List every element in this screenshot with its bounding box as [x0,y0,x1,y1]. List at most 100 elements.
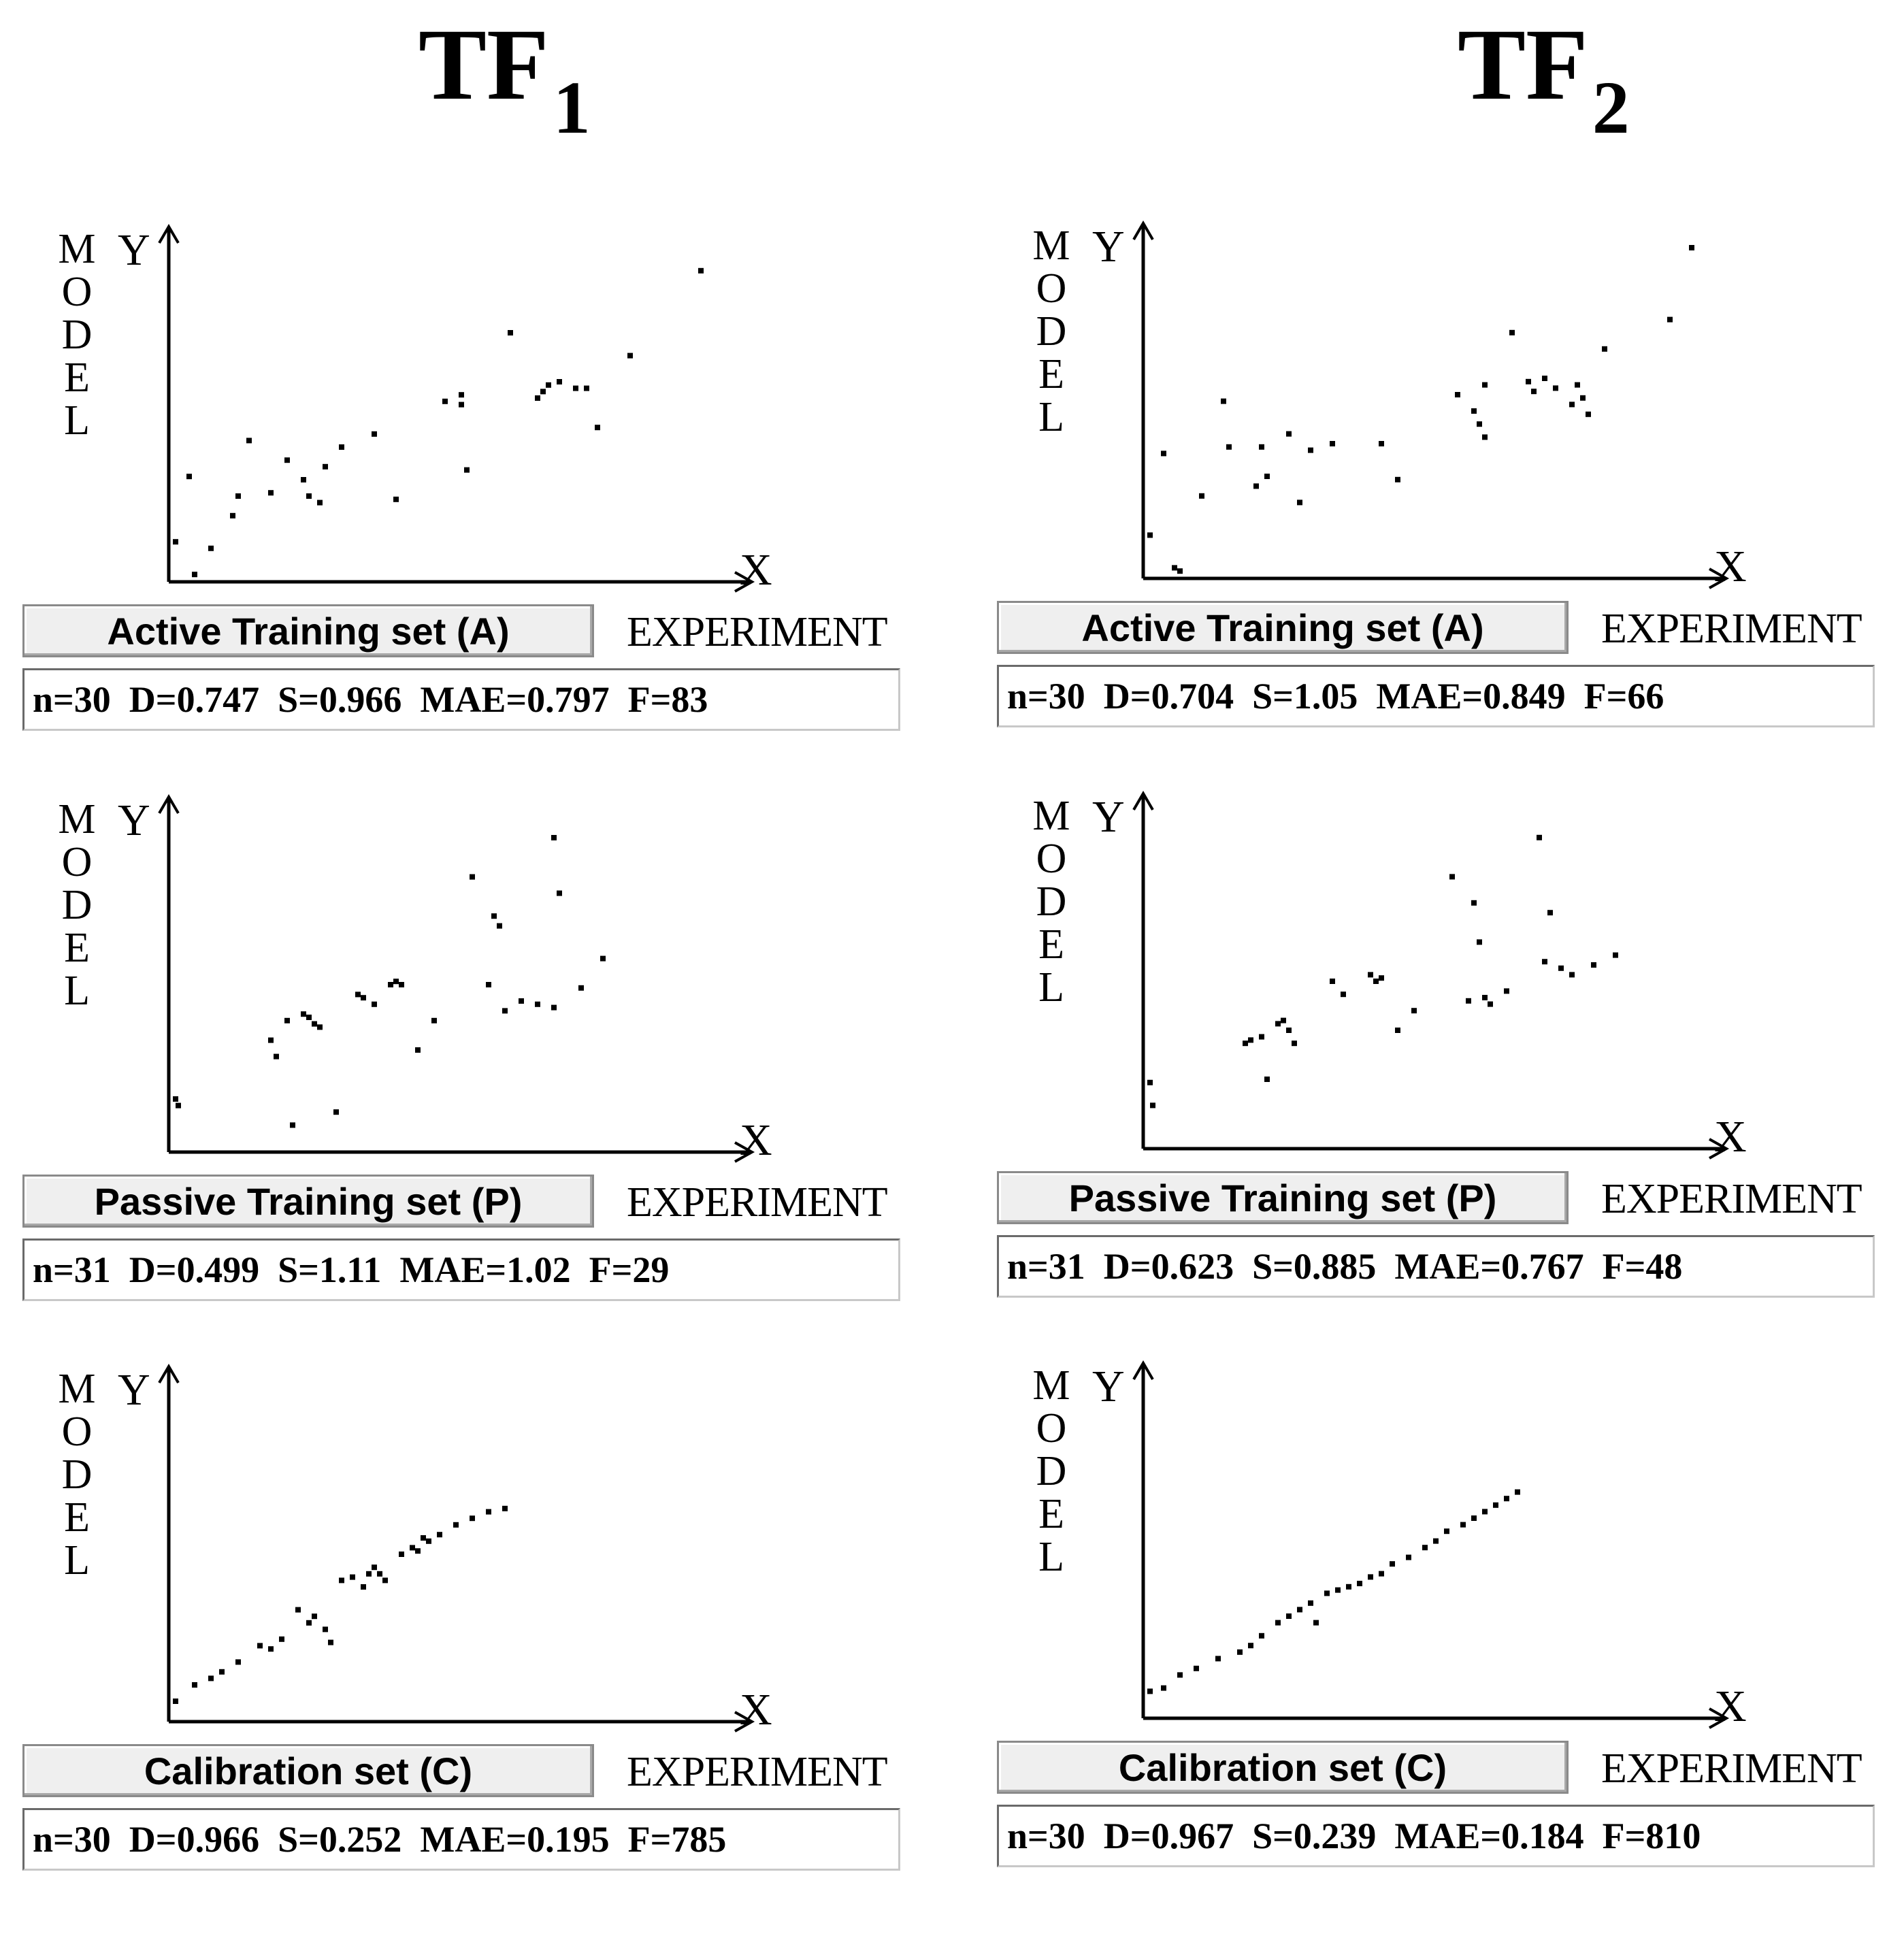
data-point [323,463,328,470]
data-point [1482,434,1488,440]
data-point [268,1646,274,1652]
data-point [1286,1613,1292,1619]
data-point [1449,874,1455,880]
x-axis-arrow [734,1711,755,1733]
data-point [1613,952,1618,958]
data-point [377,1571,382,1577]
y-axis-label-letter: D [61,882,93,928]
data-point [323,1626,328,1633]
data-point [1471,1515,1477,1521]
data-point [274,1053,279,1060]
data-point [1226,444,1232,450]
y-axis-label-letter: L [1038,964,1064,1011]
y-axis-label-letter: L [64,1537,90,1584]
data-point [361,995,366,1001]
data-point [333,1109,339,1115]
data-point [415,1548,421,1554]
data-point [306,493,312,499]
data-point [1466,998,1471,1004]
data-point [1477,421,1482,427]
data-point [1482,382,1488,388]
data-point [246,438,252,444]
x-axis-arrow [1709,1707,1730,1729]
y-axis-label-letter: L [64,968,90,1014]
data-point [208,545,214,551]
y-axis-label-letter: O [61,1409,93,1455]
x-axis-label: EXPERIMENT [627,609,888,655]
data-point [1471,900,1477,906]
data-point [1455,392,1460,397]
data-point [437,1532,442,1538]
data-point [421,1535,426,1541]
data-point [219,1669,225,1675]
data-point [459,401,464,408]
data-point [1259,1633,1264,1639]
data-point [317,1024,323,1030]
data-point [192,572,197,578]
set-selector-button[interactable]: Passive Training set (P) [997,1171,1569,1224]
set-selector-button[interactable]: Passive Training set (P) [22,1175,594,1228]
y-axis-arrow [158,794,180,815]
data-point [1460,1522,1466,1528]
scatter-plot [158,794,755,1163]
data-point [1580,395,1586,401]
y-axis-arrow [1132,791,1154,811]
title-main: TF [1458,8,1588,121]
data-point [1477,939,1482,945]
y-axis-label-letter: L [1038,1534,1064,1580]
title-main: TF [418,8,549,121]
y-axis-symbol: Y [118,1365,150,1415]
y-axis-label-letter: D [1036,879,1067,925]
data-point [497,923,502,929]
data-point [1379,975,1384,981]
x-axis-label: EXPERIMENT [627,1749,888,1795]
data-point [519,998,524,1004]
set-selector-button[interactable]: Calibration set (C) [22,1744,594,1797]
y-axis-label-letter: M [1032,793,1070,839]
data-point [1531,389,1537,395]
data-point [1346,1584,1351,1590]
data-point [627,352,633,359]
data-point [1308,447,1313,453]
set-selector-button[interactable]: Calibration set (C) [997,1741,1569,1794]
y-axis-symbol: Y [1092,1362,1125,1411]
data-point [1259,1034,1264,1040]
data-point [1330,441,1335,446]
data-point [1689,245,1694,250]
data-point [502,1008,508,1014]
data-point [372,431,377,437]
data-point [578,985,584,991]
title-subscript: 1 [553,66,591,149]
data-point [176,1102,181,1109]
y-axis-label-letter: E [64,355,90,401]
set-selector-button[interactable]: Active Training set (A) [997,601,1569,654]
data-point [312,1613,317,1620]
y-axis-arrow [158,1364,180,1384]
data-point [1253,483,1259,489]
y-axis-label-letter: M [1032,1362,1070,1409]
data-point [453,1522,459,1528]
x-axis-arrow [1709,568,1730,589]
data-point [1504,988,1509,994]
data-point [268,1037,274,1043]
y-axis-symbol: Y [118,225,150,275]
data-point [1422,1545,1428,1551]
data-point [1292,1040,1297,1047]
set-selector-button[interactable]: Active Training set (A) [22,604,594,657]
panel-tf2-calibration: M O D E L Y X Calibration set (C) EXPERIMENT n=30… [997,1354,1904,1933]
data-point [486,982,491,987]
data-point [301,1011,306,1017]
data-point [1248,1643,1253,1649]
x-axis-label: EXPERIMENT [1601,1745,1862,1792]
statistics-readout: n=30 D=0.704 S=1.05 MAE=0.849 F=66 [997,665,1875,727]
data-point [1308,1600,1313,1606]
x-axis-arrow [1709,1138,1730,1160]
y-axis-label-letter: E [1038,921,1064,968]
data-point [230,512,235,519]
data-point [1286,431,1292,437]
data-point [1602,346,1607,352]
data-point [372,1001,377,1007]
